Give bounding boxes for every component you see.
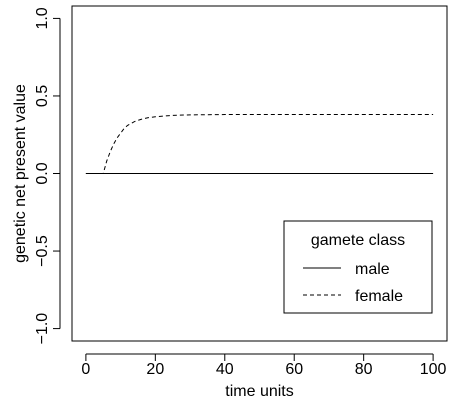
legend: gamete class male female (283, 220, 433, 314)
x-tick-label: 0 (81, 361, 90, 378)
legend-label-male: male (355, 261, 390, 278)
legend-label-female: female (355, 288, 403, 305)
x-axis: 0 20 40 60 80 100 (81, 353, 447, 378)
y-tick-label: −1.0 (34, 313, 51, 345)
y-tick-label: 1.0 (34, 7, 51, 29)
y-tick-label: −0.5 (34, 235, 51, 267)
y-tick-label: 0.0 (34, 162, 51, 184)
series-layer (85, 114, 434, 174)
y-tick-label: 0.5 (34, 85, 51, 107)
x-tick-label: 100 (420, 361, 447, 378)
legend-box (283, 220, 433, 314)
x-tick-label: 80 (355, 361, 373, 378)
x-axis-label: time units (225, 383, 293, 400)
x-tick-label: 60 (285, 361, 303, 378)
y-axis-label: genetic net present value (12, 84, 29, 263)
plot-frame (71, 5, 448, 342)
legend-title: gamete class (311, 232, 405, 249)
x-tick-label: 20 (146, 361, 164, 378)
series-line-female (85, 114, 434, 174)
y-axis: −1.0 −0.5 0.0 0.5 1.0 (34, 7, 61, 345)
x-tick-label: 40 (216, 361, 234, 378)
